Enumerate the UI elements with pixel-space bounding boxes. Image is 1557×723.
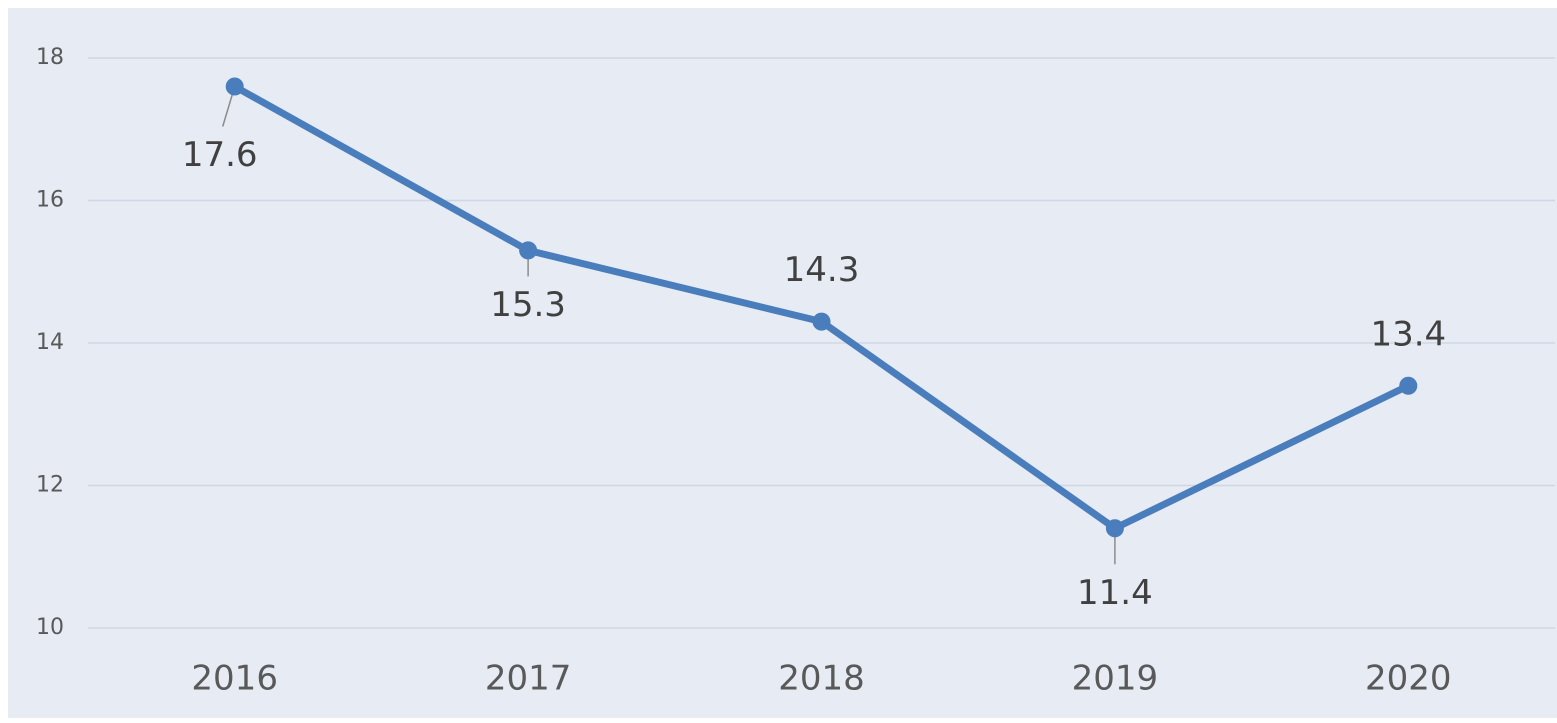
y-tick-label: 14 <box>36 330 64 355</box>
chart-background <box>8 8 1557 718</box>
y-tick-label: 12 <box>36 473 64 498</box>
marker <box>519 241 538 260</box>
marker <box>812 312 831 331</box>
y-tick-label: 10 <box>36 615 64 640</box>
x-tick-label: 2019 <box>1072 659 1159 699</box>
data-label: 15.3 <box>490 285 566 325</box>
data-label: 11.4 <box>1077 573 1153 613</box>
y-tick-label: 18 <box>36 45 64 70</box>
x-tick-label: 2020 <box>1365 659 1452 699</box>
y-tick-label: 16 <box>36 188 64 213</box>
marker <box>1399 376 1418 395</box>
data-label: 14.3 <box>784 250 860 290</box>
x-tick-label: 2017 <box>485 659 572 699</box>
marker <box>225 77 244 96</box>
x-tick-label: 2018 <box>778 659 865 699</box>
x-tick-label: 2016 <box>191 659 278 699</box>
marker <box>1105 519 1124 538</box>
data-label: 13.4 <box>1370 314 1446 354</box>
data-label: 17.6 <box>182 135 258 175</box>
